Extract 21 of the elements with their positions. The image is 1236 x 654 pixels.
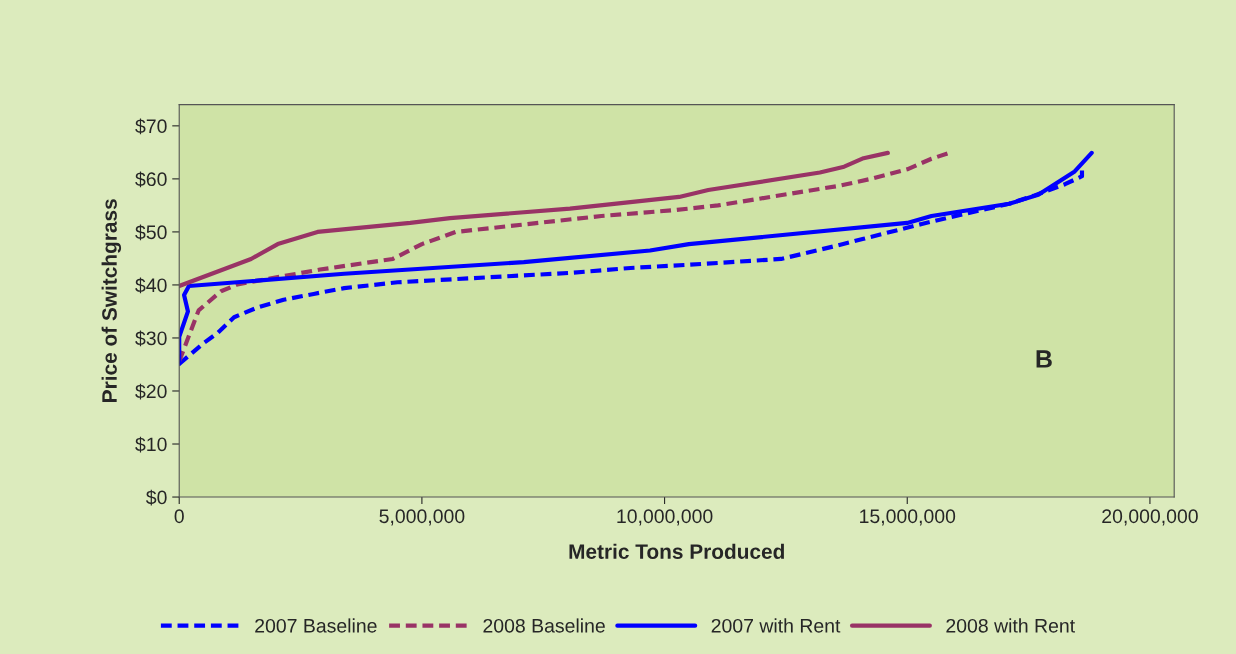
x-tick-label: 0	[174, 509, 184, 524]
x-tick-label: 15,000,000	[860, 509, 956, 526]
legend-label: 2007 with Rent	[711, 618, 841, 633]
x-tick-label: 10,000,000	[617, 509, 713, 526]
legend-label: 2008 with Rent	[946, 618, 1075, 633]
legend-label: 2008 Baseline	[483, 618, 605, 633]
y-tick-label: $0	[146, 489, 167, 506]
line-series	[179, 150, 890, 289]
y-axis-title: Price of Switchgrass	[101, 199, 122, 402]
legend-label: 2007 Baseline	[255, 618, 377, 633]
y-tick-label: $30	[135, 330, 167, 347]
x-axis-title: Metric Tons Produced	[569, 543, 784, 559]
x-tick-label: 5,000,000	[379, 509, 465, 526]
x-tick-label: 20,000,000	[1102, 509, 1198, 526]
y-tick-label: $70	[135, 118, 167, 135]
y-tick-label: $10	[135, 436, 167, 453]
y-tick-label: $20	[135, 383, 167, 400]
y-tick-label: $50	[135, 224, 167, 241]
annotation: B	[1036, 350, 1052, 368]
y-tick-label: $60	[135, 171, 167, 188]
y-tick-label: $40	[135, 277, 167, 294]
